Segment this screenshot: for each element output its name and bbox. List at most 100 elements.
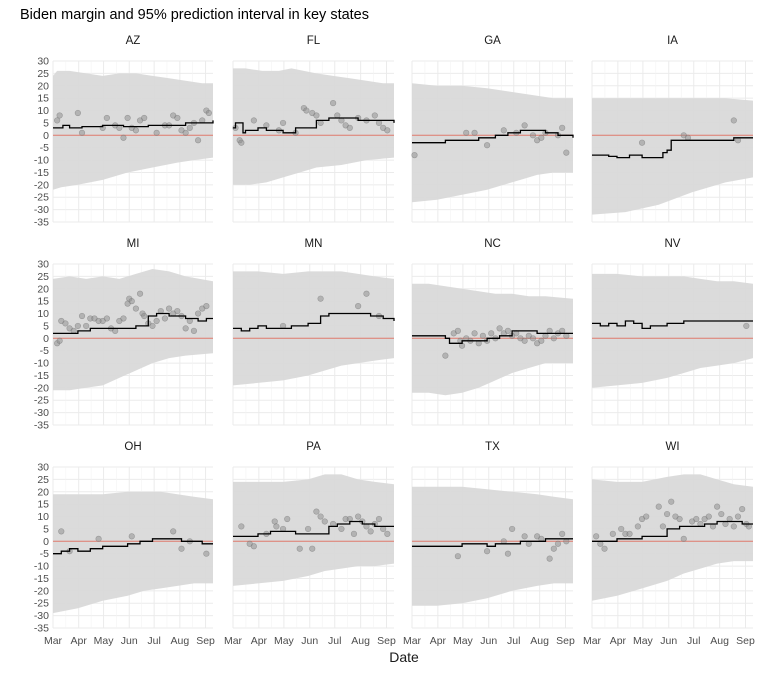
y-tick-label: 20 — [37, 283, 49, 295]
poll-point — [56, 337, 63, 344]
poll-point — [734, 513, 742, 520]
panel-label-wi: WI — [665, 441, 679, 453]
x-tick-label: May — [453, 635, 474, 647]
prediction-interval-band — [233, 271, 394, 386]
poll-point — [309, 545, 316, 552]
y-tick-label: -15 — [34, 370, 49, 382]
margin-line — [412, 538, 573, 547]
panel-label-pa: PA — [306, 441, 321, 453]
poll-point — [384, 127, 391, 134]
poll-point — [313, 508, 320, 515]
poll-point — [730, 523, 737, 530]
x-tick-label: Jul — [147, 635, 160, 647]
poll-point — [496, 325, 503, 332]
poll-point — [141, 312, 148, 320]
poll-point — [680, 535, 687, 542]
poll-point — [203, 303, 210, 310]
poll-point — [659, 523, 667, 530]
y-tick-label: -5 — [40, 548, 49, 560]
poll-point — [367, 528, 374, 535]
poll-point — [550, 335, 557, 342]
poll-point — [655, 503, 662, 510]
poll-point — [471, 129, 478, 136]
poll-point — [479, 332, 487, 339]
margin-line — [233, 520, 394, 538]
prediction-interval-band — [592, 273, 753, 388]
poll-point — [375, 515, 383, 523]
poll-point — [538, 337, 545, 344]
poll-point — [153, 129, 160, 136]
y-tick-label: 20 — [37, 80, 49, 92]
x-tick-label: Jun — [121, 635, 138, 647]
poll-point — [78, 129, 86, 136]
poll-point — [103, 114, 110, 122]
margin-line — [233, 312, 395, 332]
panel-label-tx: TX — [485, 441, 500, 453]
margin-line — [592, 520, 753, 542]
panel-label-mn: MN — [305, 238, 323, 250]
prediction-interval-band — [233, 68, 394, 185]
poll-point — [529, 132, 537, 139]
poll-point — [521, 122, 528, 129]
panel-label-mi: MI — [127, 238, 140, 250]
y-tick-label: -15 — [34, 167, 49, 179]
x-tick-label: Sep — [556, 635, 575, 647]
poll-point — [338, 525, 345, 533]
margin-line — [592, 137, 753, 159]
poll-point — [350, 530, 358, 537]
poll-point — [95, 535, 102, 542]
poll-point — [463, 129, 470, 136]
poll-point — [250, 543, 257, 550]
prediction-interval-band — [592, 98, 753, 215]
x-tick-label: Jun — [301, 635, 318, 647]
y-tick-label: 5 — [43, 117, 49, 129]
poll-point — [313, 112, 320, 119]
poll-point — [601, 545, 608, 552]
poll-point — [83, 322, 90, 330]
y-tick-label: -30 — [34, 610, 49, 622]
x-tick-label: Apr — [610, 635, 627, 647]
y-tick-label: 0 — [43, 536, 49, 548]
poll-point — [190, 327, 198, 334]
poll-point — [194, 137, 202, 144]
poll-point — [321, 518, 328, 525]
poll-point — [161, 315, 169, 322]
poll-point — [346, 124, 353, 131]
poll-point — [205, 109, 212, 117]
poll-point — [634, 523, 641, 530]
y-tick-label: 15 — [37, 296, 49, 308]
panel-label-oh: OH — [124, 441, 141, 453]
poll-point — [559, 124, 566, 131]
y-tick-label: -20 — [34, 179, 49, 191]
prediction-interval-band — [233, 474, 394, 586]
poll-point — [693, 515, 700, 523]
y-tick-label: -20 — [34, 382, 49, 394]
poll-point — [296, 545, 303, 552]
y-tick-label: 15 — [37, 93, 49, 105]
x-tick-label: May — [94, 635, 115, 647]
poll-point — [521, 533, 528, 540]
y-tick-label: 10 — [37, 105, 49, 117]
poll-point — [304, 525, 312, 533]
poll-point — [509, 525, 516, 533]
poll-point — [663, 510, 671, 518]
poll-point — [74, 322, 81, 330]
x-tick-label: May — [274, 635, 295, 647]
x-tick-label: Aug — [530, 635, 549, 647]
x-tick-label: Aug — [710, 635, 729, 647]
poll-point — [538, 134, 545, 141]
poll-point — [488, 330, 495, 337]
poll-point — [546, 555, 553, 562]
y-tick-label: -35 — [34, 420, 49, 432]
y-tick-label: 5 — [43, 523, 49, 535]
x-tick-label: Aug — [170, 635, 189, 647]
prediction-interval-band — [412, 283, 573, 396]
poll-point — [279, 119, 287, 127]
poll-point — [58, 528, 65, 535]
x-tick-label: Apr — [71, 635, 88, 647]
poll-point — [454, 327, 461, 334]
poll-point — [303, 107, 310, 114]
poll-point — [371, 112, 378, 119]
